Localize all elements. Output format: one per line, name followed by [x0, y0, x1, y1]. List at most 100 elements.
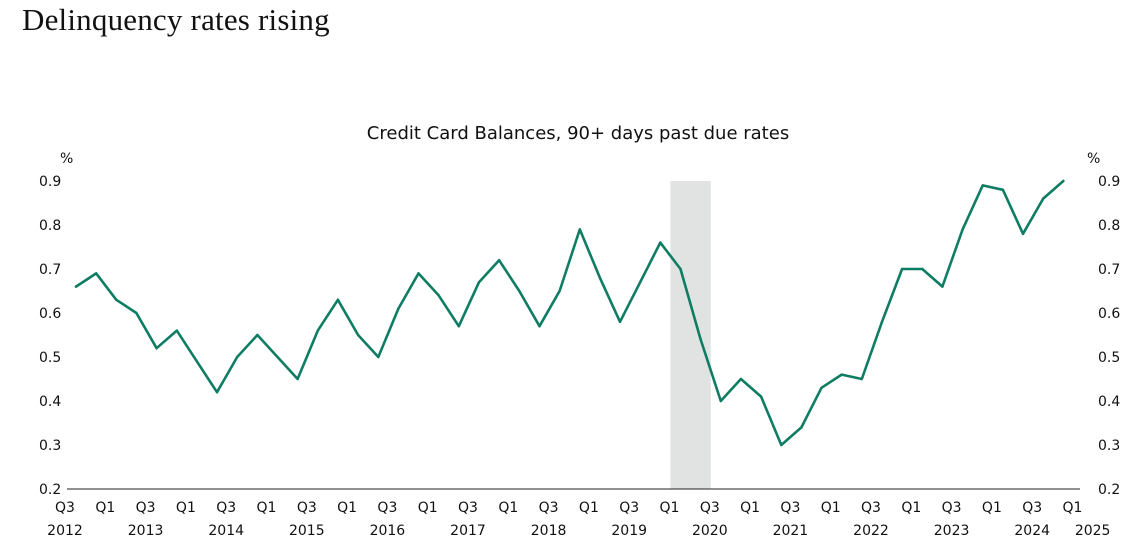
x-year-label: 2018 — [531, 523, 567, 539]
data-point — [961, 228, 964, 231]
recession-shading — [670, 181, 711, 489]
data-point — [437, 294, 440, 297]
x-tick-label: Q1 — [660, 500, 680, 516]
x-year-label: 2025 — [1075, 523, 1111, 539]
x-tick-label: Q3 — [861, 500, 881, 516]
data-point — [457, 325, 461, 328]
y-tick-label-left: 0.8 — [39, 218, 61, 234]
y-axis-right-unit: % — [1087, 151, 1100, 167]
data-point — [1021, 232, 1025, 235]
x-year-label: 2022 — [853, 523, 889, 539]
x-tick-label: Q3 — [942, 500, 962, 516]
x-tick-label: Q3 — [458, 500, 478, 516]
y-tick-label-left: 0.9 — [39, 174, 61, 190]
data-point — [820, 386, 823, 389]
data-point — [356, 333, 360, 337]
data-point — [780, 443, 783, 447]
x-tick-label: Q3 — [377, 500, 397, 516]
page-title: Delinquency rates rising — [22, 2, 330, 37]
data-point — [941, 285, 944, 288]
data-point — [135, 311, 138, 315]
data-point — [840, 373, 843, 376]
series-line — [74, 179, 1065, 447]
y-axis-left-unit: % — [60, 151, 73, 167]
data-point — [256, 333, 259, 337]
data-point — [1042, 197, 1045, 200]
y-tick-label-left: 0.7 — [39, 262, 61, 278]
x-year-label: 2012 — [47, 523, 83, 539]
data-point — [1062, 179, 1065, 183]
data-point — [377, 355, 380, 359]
x-tick-label: Q1 — [176, 500, 196, 516]
data-point — [981, 184, 984, 187]
data-point — [699, 338, 702, 341]
data-point — [759, 395, 763, 398]
data-point — [578, 228, 581, 231]
x-year-label: 2023 — [934, 523, 970, 539]
y-tick-label-left: 0.5 — [39, 350, 61, 366]
y-tick-label-left: 0.6 — [39, 306, 61, 322]
data-point — [155, 347, 158, 350]
x-tick-label: Q3 — [700, 500, 720, 516]
data-point — [276, 355, 279, 359]
x-tick-label: Q3 — [216, 500, 236, 516]
data-point — [860, 377, 864, 381]
x-tick-label: Q3 — [539, 500, 559, 516]
y-tick-label-left: 0.4 — [39, 394, 61, 410]
data-point — [659, 241, 662, 244]
data-point — [518, 289, 521, 293]
data-point — [739, 377, 743, 381]
x-tick-label: Q1 — [337, 500, 357, 516]
x-tick-label: Q1 — [257, 500, 277, 516]
chart-title: Credit Card Balances, 90+ days past due … — [367, 123, 789, 144]
y-tick-label-right: 0.9 — [1098, 174, 1120, 190]
x-tick-label: Q3 — [55, 500, 75, 516]
x-year-label: 2020 — [692, 523, 728, 539]
data-point — [558, 289, 561, 293]
data-point — [94, 272, 98, 275]
data-point — [316, 329, 319, 332]
x-year-label: 2024 — [1014, 523, 1050, 539]
x-tick-label: Q3 — [619, 500, 639, 516]
data-point — [175, 329, 178, 332]
data-point — [74, 285, 78, 288]
data-point — [921, 267, 924, 271]
data-point — [497, 259, 501, 262]
x-tick-label: Q1 — [1063, 500, 1083, 516]
data-point — [477, 281, 481, 284]
x-tick-label: Q1 — [821, 500, 841, 516]
data-point — [538, 325, 541, 328]
y-tick-label-right: 0.5 — [1098, 350, 1120, 366]
x-year-label: 2016 — [370, 523, 406, 539]
data-point — [639, 281, 642, 284]
y-tick-label-right: 0.6 — [1098, 306, 1120, 322]
x-tick-label: Q1 — [579, 500, 599, 516]
data-point — [397, 307, 400, 310]
y-tick-label-right: 0.7 — [1098, 262, 1120, 278]
x-year-label: 2015 — [289, 523, 325, 539]
x-year-label: 2013 — [128, 523, 164, 539]
y-tick-label-left: 0.3 — [39, 438, 61, 454]
data-point — [195, 360, 199, 363]
x-tick-label: Q1 — [498, 500, 518, 516]
x-year-label: 2014 — [208, 523, 244, 539]
data-point — [719, 399, 722, 403]
data-point — [598, 276, 602, 279]
data-point — [236, 355, 239, 359]
data-point — [880, 320, 884, 323]
x-tick-label: Q3 — [1022, 500, 1042, 516]
data-point — [417, 272, 420, 275]
data-point — [900, 267, 904, 271]
x-tick-label: Q3 — [780, 500, 800, 516]
x-year-label: 2017 — [450, 523, 486, 539]
x-tick-label: Q1 — [901, 500, 921, 516]
data-point — [800, 426, 803, 429]
x-year-label: 2021 — [773, 523, 809, 539]
data-point — [679, 267, 682, 271]
x-tick-label: Q1 — [982, 500, 1002, 516]
x-year-label: 2019 — [611, 523, 647, 539]
data-point — [336, 298, 340, 301]
data-point — [296, 377, 299, 381]
data-point — [115, 298, 118, 301]
